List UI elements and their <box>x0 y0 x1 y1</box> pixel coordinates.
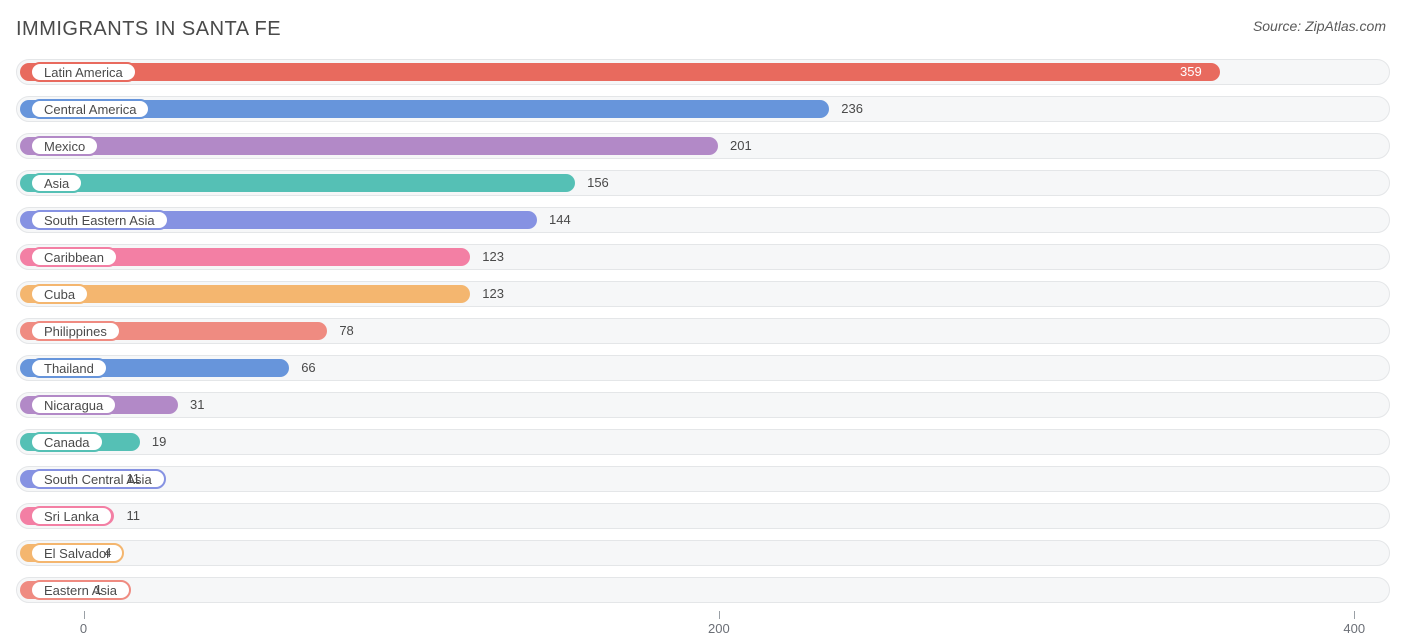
x-axis: 0 200 400 <box>16 611 1390 641</box>
bar-row: Thailand 66 <box>16 352 1390 385</box>
bar-track <box>16 540 1390 566</box>
bar-value: 66 <box>301 360 315 375</box>
bar-row: Mexico 201 <box>16 130 1390 163</box>
chart-title: IMMIGRANTS IN SANTA FE <box>16 18 281 41</box>
bar-fill <box>20 137 718 155</box>
axis-tick <box>719 611 720 619</box>
chart-area: Latin America 359 Central America 236 Mexico… <box>0 51 1406 641</box>
bar-row: Sri Lanka 11 <box>16 500 1390 533</box>
bar-track <box>16 577 1390 603</box>
category-pill: Eastern Asia <box>30 580 131 600</box>
bar-value: 1 <box>95 582 102 597</box>
bar-row: Canada 19 <box>16 426 1390 459</box>
axis-tick-label: 200 <box>708 621 730 636</box>
bar-value: 201 <box>730 138 752 153</box>
bar-fill <box>20 63 1220 81</box>
category-pill: South Central Asia <box>30 469 166 489</box>
bar-value: 236 <box>841 101 863 116</box>
axis-tick-label: 0 <box>80 621 87 636</box>
bar-value: 359 <box>1180 64 1202 79</box>
bar-value: 123 <box>482 249 504 264</box>
bar-fill <box>20 174 575 192</box>
bar-track <box>16 392 1390 418</box>
category-pill: Nicaragua <box>30 395 117 415</box>
bar-track <box>16 503 1390 529</box>
bar-row: Philippines 78 <box>16 315 1390 348</box>
category-pill: Sri Lanka <box>30 506 113 526</box>
category-pill: Cuba <box>30 284 89 304</box>
category-pill: Philippines <box>30 321 121 341</box>
category-pill: Mexico <box>30 136 99 156</box>
category-pill: Latin America <box>30 62 137 82</box>
category-pill: Canada <box>30 432 104 452</box>
bar-value: 11 <box>126 471 140 486</box>
bar-value: 144 <box>549 212 571 227</box>
bar-value: 11 <box>126 508 140 523</box>
bar-row: El Salvador4 <box>16 537 1390 570</box>
category-pill: Central America <box>30 99 150 119</box>
category-pill: Asia <box>30 173 83 193</box>
category-pill: Caribbean <box>30 247 118 267</box>
bar-row: South Eastern Asia 144 <box>16 204 1390 237</box>
bar-value: 4 <box>104 545 111 560</box>
bar-value: 123 <box>482 286 504 301</box>
chart-header: IMMIGRANTS IN SANTA FE Source: ZipAtlas.… <box>0 0 1406 51</box>
bar-row: Latin America 359 <box>16 56 1390 89</box>
bar-value: 156 <box>587 175 609 190</box>
bar-row: Nicaragua 31 <box>16 389 1390 422</box>
bar-track <box>16 429 1390 455</box>
bar-value: 78 <box>339 323 353 338</box>
category-pill: South Eastern Asia <box>30 210 169 230</box>
axis-tick <box>84 611 85 619</box>
bar-value: 31 <box>190 397 204 412</box>
axis-tick <box>1354 611 1355 619</box>
category-pill: Thailand <box>30 358 108 378</box>
axis-tick-label: 400 <box>1343 621 1365 636</box>
bar-row: Cuba 123 <box>16 278 1390 311</box>
chart-source: Source: ZipAtlas.com <box>1253 18 1386 34</box>
bar-row: South Central Asia11 <box>16 463 1390 496</box>
bar-row: Central America 236 <box>16 93 1390 126</box>
bar-row: Eastern Asia1 <box>16 574 1390 607</box>
bar-row: Caribbean 123 <box>16 241 1390 274</box>
bar-value: 19 <box>152 434 166 449</box>
bar-track <box>16 466 1390 492</box>
bar-row: Asia 156 <box>16 167 1390 200</box>
